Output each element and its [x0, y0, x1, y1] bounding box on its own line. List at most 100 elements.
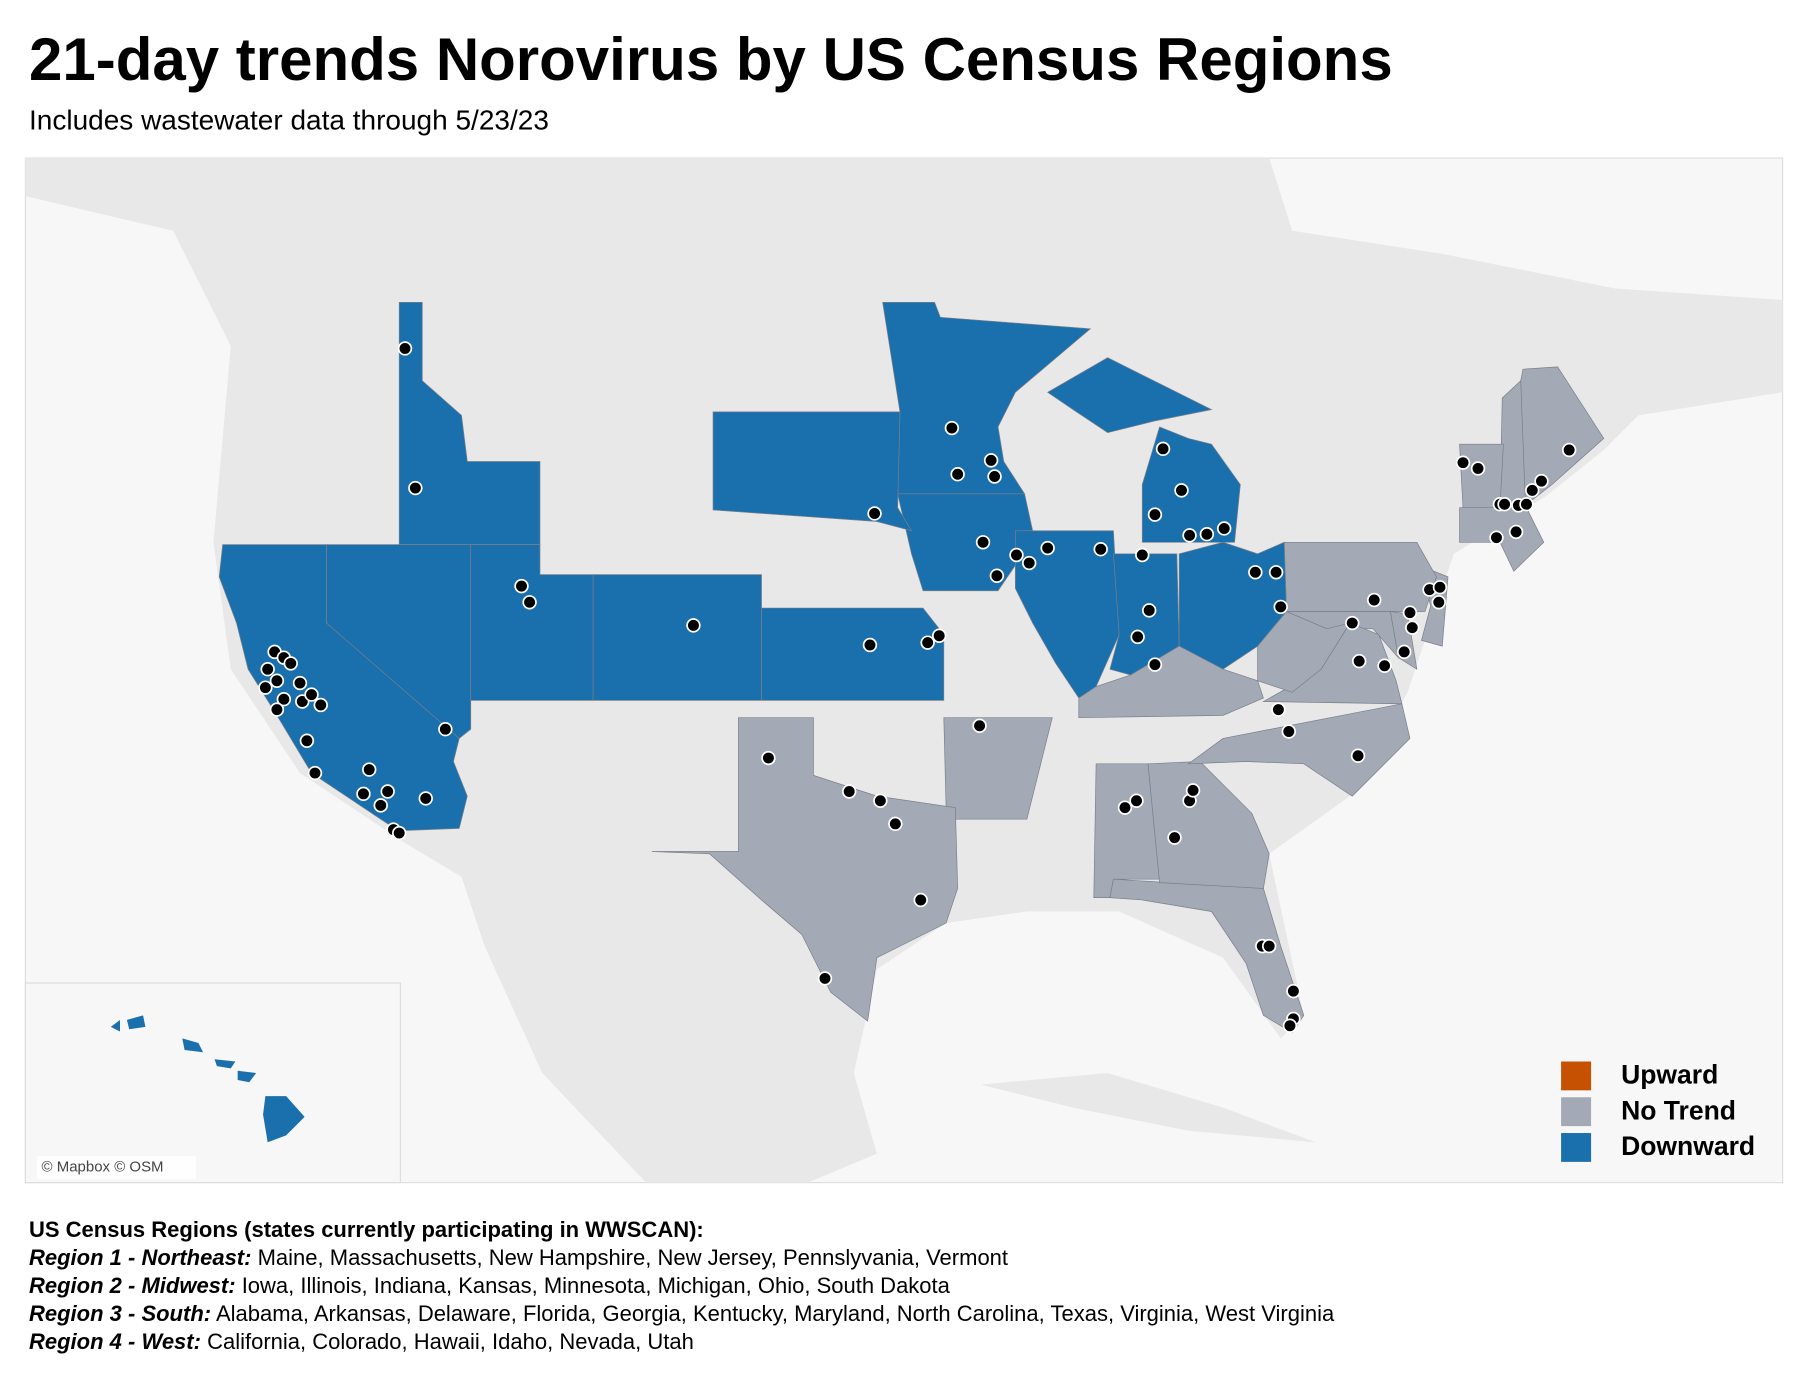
notes-heading: US Census Regions (states currently part…: [29, 1217, 704, 1242]
state: [126, 1015, 146, 1030]
site-dot: [269, 673, 285, 688]
site-dot: [373, 798, 388, 813]
state-name: Nevada: [559, 1329, 636, 1354]
site-dot: [1155, 441, 1171, 457]
site-dot: [1470, 461, 1486, 476]
state-name: California: [207, 1329, 301, 1354]
site-dot: [260, 661, 275, 677]
site-dot: [1129, 793, 1144, 808]
map: © Mapbox © OSM Upward No Trend Downward: [24, 157, 1784, 1184]
state: [761, 607, 945, 701]
state-name: West Virginia: [1205, 1301, 1335, 1326]
site-dot: [989, 568, 1005, 583]
state-name: Minnesota: [543, 1273, 646, 1298]
site-dot: [975, 535, 991, 550]
state-name: North Carolina: [896, 1301, 1039, 1326]
state: [1257, 611, 1351, 693]
state-name: Delaware: [417, 1301, 511, 1326]
site-dot: [1281, 724, 1297, 739]
legend-label: Downward: [1621, 1131, 1755, 1161]
site-dot: [1455, 455, 1471, 470]
subtitle: Includes wastewater data through 5/23/23: [29, 104, 549, 135]
site-dot: [1182, 528, 1197, 543]
sites: [258, 341, 1577, 1123]
site-dot: [867, 506, 882, 521]
site-dot: [307, 765, 323, 781]
site-dot: [1199, 526, 1215, 542]
state-name: Ohio: [757, 1273, 805, 1298]
site-dot: [514, 578, 529, 594]
site-dot: [304, 687, 319, 702]
site-dot: [931, 628, 947, 643]
state: [1109, 878, 1305, 1034]
state-name: Vermont: [926, 1245, 1009, 1270]
site-dot: [1147, 657, 1163, 672]
state-name: Pennslyvania: [782, 1245, 914, 1270]
legend-label: No Trend: [1621, 1095, 1736, 1125]
state-name: Idaho: [492, 1329, 548, 1354]
site-dot: [888, 816, 903, 832]
site-dot: [1273, 599, 1288, 615]
region-label: Region 3 - South:: [29, 1301, 212, 1326]
state-name: Utah: [647, 1329, 694, 1354]
state-name: Massachusetts: [329, 1245, 477, 1270]
site-dot: [356, 786, 371, 802]
state-name: Hawaii: [413, 1329, 480, 1354]
attribution: © Mapbox © OSM: [42, 1159, 164, 1176]
site-dot: [1405, 620, 1420, 635]
state: [470, 544, 594, 701]
state-name: Georgia: [602, 1301, 681, 1326]
state: [214, 1059, 236, 1069]
site-dot: [1561, 442, 1577, 458]
site-dot: [438, 721, 453, 737]
region-label: Region 4 - West:: [29, 1329, 201, 1354]
state-name: Alabama: [216, 1301, 303, 1326]
site-dot: [1366, 592, 1382, 608]
site-dot: [1117, 800, 1133, 815]
state: [897, 493, 1034, 592]
legend: Upward No Trend Downward: [1561, 1060, 1755, 1162]
state: [712, 411, 913, 532]
site-dot: [862, 637, 878, 653]
state: [1187, 703, 1411, 797]
site-dot: [522, 595, 537, 610]
site-dot: [761, 750, 776, 766]
state-name: South Dakota: [816, 1273, 950, 1298]
site-dot: [1534, 473, 1549, 489]
site-dot: [1519, 496, 1534, 512]
site-dot: [313, 697, 328, 713]
site-dot: [258, 680, 273, 695]
state-name: Colorado: [312, 1329, 402, 1354]
state: [182, 1038, 204, 1053]
site-dot: [1508, 524, 1524, 540]
site-dot: [1396, 644, 1412, 660]
site-dot: [1141, 603, 1157, 618]
title: 21-day trends Norovirus by US Census Reg…: [29, 26, 1393, 93]
site-dot: [362, 762, 377, 777]
legend-swatch: [1561, 1061, 1592, 1091]
state: [1141, 426, 1241, 543]
site-dot: [950, 467, 965, 482]
site-dot: [913, 892, 928, 908]
state-name: Kentucky: [692, 1301, 782, 1326]
site-dot: [269, 702, 285, 717]
site-dot: [276, 691, 292, 707]
site-dot: [1093, 541, 1108, 557]
state: [1078, 645, 1264, 719]
attribution-bg: [36, 1156, 197, 1180]
site-dot: [817, 971, 833, 986]
site-dot: [1135, 547, 1150, 563]
site-dot: [292, 675, 308, 691]
region-line: Region 3 - South: Alabama, Arkansas, Del…: [29, 1301, 1335, 1326]
hawaii-inset: [24, 982, 401, 1184]
state-name: Illinois: [300, 1273, 362, 1298]
site-dot: [1497, 496, 1512, 512]
state-name: Texas: [1050, 1301, 1108, 1326]
site-dot: [920, 635, 935, 650]
state-name: Arkansas: [313, 1301, 406, 1326]
state: [263, 1096, 305, 1143]
land-cuba: [980, 1073, 1316, 1143]
map-figure: 21-day trends Norovirus by US Census Reg…: [24, 26, 1784, 1184]
site-dot: [1268, 565, 1284, 580]
site-dot: [408, 480, 423, 496]
